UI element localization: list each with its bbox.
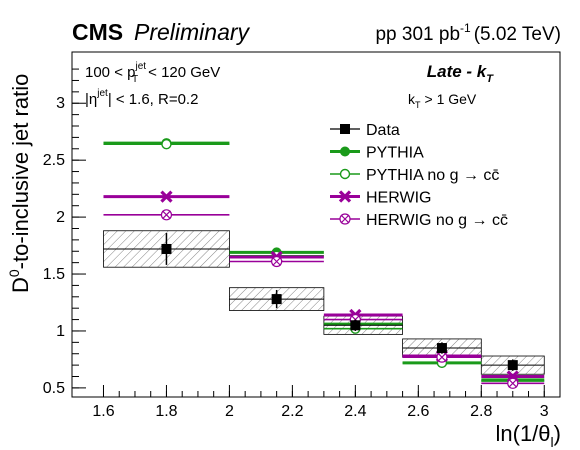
data-point	[507, 360, 518, 371]
plot-area: 1.6 1.8 2 2.2 2.4 2.6 2.8 3 0.5 1 1.5 2 2.5 3	[43, 68, 549, 420]
model-point	[271, 255, 283, 268]
model-point-x	[508, 378, 518, 388]
legend-marker	[338, 190, 352, 203]
legend-label: PYTHIA no g → cc̄	[366, 167, 499, 184]
x-tick-label: 2	[225, 403, 234, 420]
model-point-x	[272, 257, 282, 266]
x-axis-title-close: )	[554, 421, 561, 446]
lumi-suffix: (5.02 TeV)	[474, 24, 561, 45]
legend-marker-x	[340, 214, 350, 224]
model-point	[436, 351, 448, 363]
pt-prefix: 100 < p	[85, 64, 135, 81]
grooming-main: Late - k	[427, 62, 488, 81]
legend-label: HERWIG	[366, 190, 431, 207]
plot-frame	[71, 51, 561, 398]
x-tick-label: 2.8	[470, 403, 492, 420]
legend-marker	[340, 146, 350, 157]
data-point	[350, 320, 361, 331]
preliminary-label: Preliminary	[134, 19, 251, 45]
y-tick-label: 1.5	[43, 266, 65, 283]
data-point	[436, 343, 447, 354]
y-axis-title: D0-to-inclusive jet ratio	[6, 74, 33, 293]
pt-suffix: < 120 GeV	[148, 64, 220, 81]
kt-sub: T	[415, 100, 421, 110]
model-point	[507, 377, 519, 389]
model-point	[161, 139, 172, 150]
legend-marker	[339, 168, 351, 180]
x-axis-title-main: ln(1/θ	[496, 421, 551, 446]
x-tick-label: 2.6	[407, 403, 429, 420]
cms-label: CMS	[72, 19, 123, 45]
y-tick-label: 2	[56, 209, 65, 226]
x-tick-label: 2.2	[281, 403, 303, 420]
legend: Data PYTHIA PYTHIA no g → cc̄ HERWIG HERWIG …	[330, 122, 508, 229]
model-point-x	[162, 210, 171, 220]
eta-range-label: |ηjet| < 1.6, R=0.2	[85, 88, 198, 108]
x-axis-title: ln(1/θl)	[496, 421, 562, 450]
grooming-sub: T	[486, 73, 494, 85]
eta-sup: jet	[96, 88, 108, 99]
y-axis-title-d: D	[8, 277, 33, 293]
y-axis-title-rest: -to-inclusive jet ratio	[8, 74, 33, 270]
x-tick-label: 1.6	[92, 403, 114, 420]
data-point	[271, 294, 282, 305]
y-axis-title-sup: 0	[6, 269, 22, 277]
pt-range-label: 100 < pjet T < 120 GeV	[85, 61, 220, 85]
y-tick-label: 1	[56, 323, 65, 340]
legend-label: Data	[366, 122, 400, 139]
legend-marker	[339, 213, 351, 225]
lumi-exponent: -1	[460, 21, 471, 35]
x-tick-label: 1.8	[155, 403, 177, 420]
kt-cut-label: kT > 1 GeV	[408, 91, 477, 110]
y-tick-label: 2.5	[43, 152, 65, 169]
x-axis-title-sub: l	[551, 434, 554, 450]
x-tick-label: 2.4	[344, 403, 366, 420]
pt-sub: T	[132, 74, 138, 85]
legend-marker	[340, 124, 350, 134]
kt-suffix: > 1 GeV	[425, 91, 477, 107]
model-point	[160, 190, 173, 203]
lumi-prefix: pp 301 pb	[375, 24, 460, 45]
y-tick-label: 3	[56, 95, 65, 112]
model-point-x	[437, 352, 447, 362]
data-point	[161, 243, 172, 254]
eta-suffix: | < 1.6, R=0.2	[108, 91, 199, 108]
kt-prefix: k	[408, 91, 416, 107]
grooming-label: Late - kT	[427, 62, 495, 85]
legend-label: HERWIG no g → cc̄	[366, 212, 508, 229]
y-tick-label: 0.5	[43, 380, 65, 397]
lumi-label: pp 301 pb-1 (5.02 TeV)	[375, 21, 561, 45]
legend-label: PYTHIA	[366, 145, 424, 162]
model-point	[160, 209, 173, 221]
pt-sup: jet	[134, 61, 146, 72]
eta-prefix: |η	[85, 91, 97, 108]
x-tick-label: 3	[540, 403, 549, 420]
